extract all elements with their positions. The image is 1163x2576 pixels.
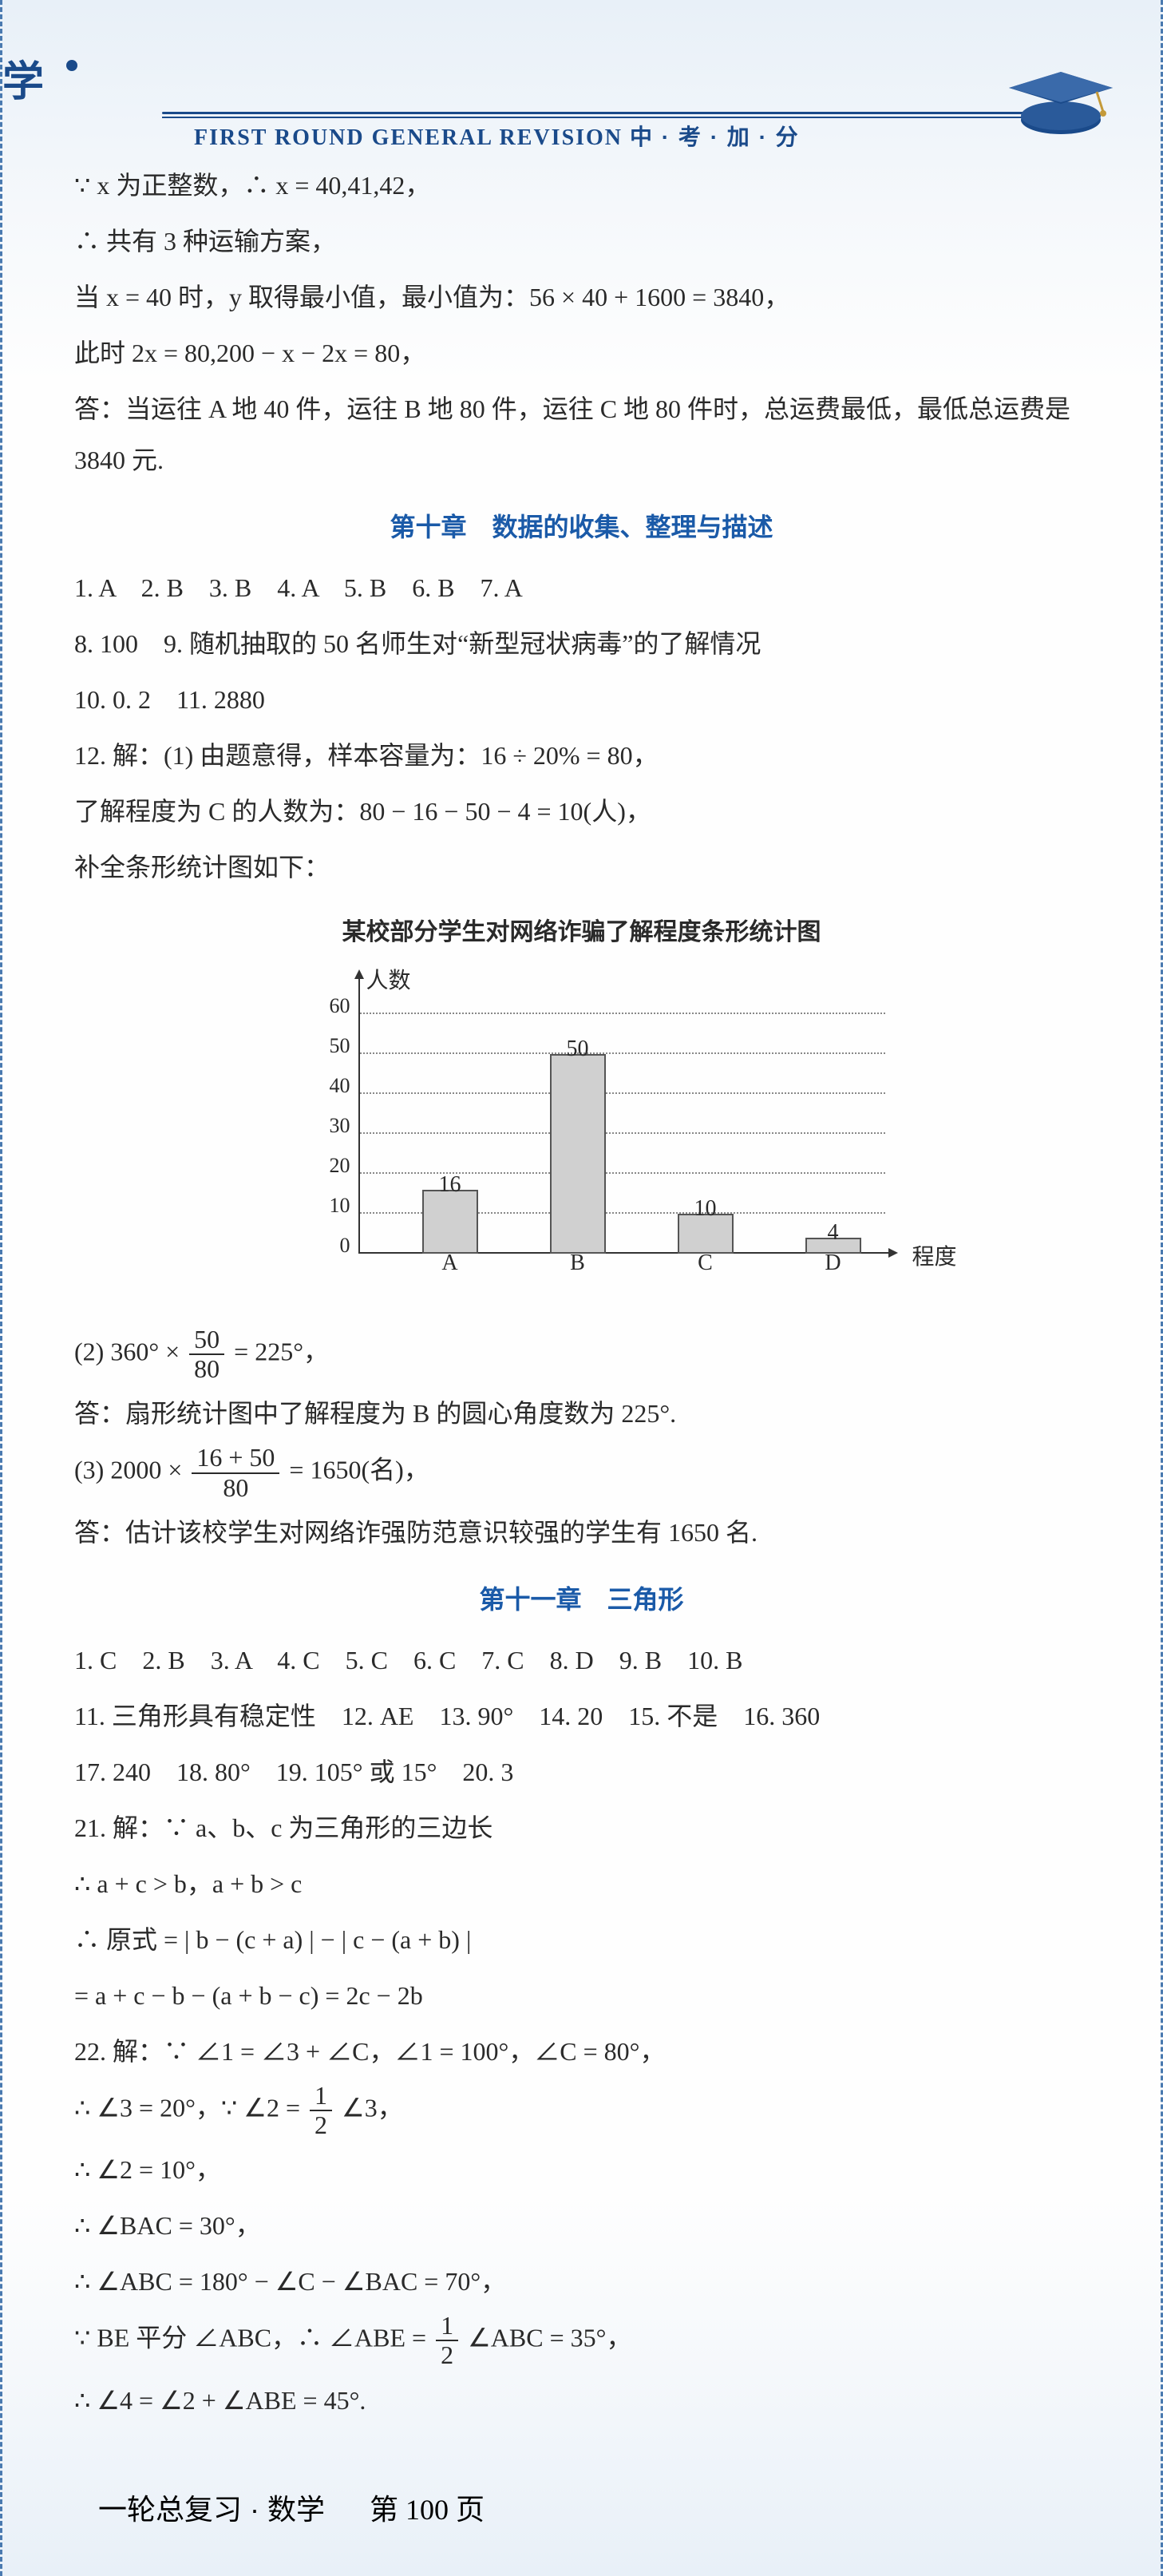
bar-chart: 某校部分学生对网络诈骗了解程度条形统计图 人数 程度 0102030405060… bbox=[255, 909, 909, 1302]
x-axis-label: 程度 bbox=[912, 1234, 956, 1279]
y-tick: 30 bbox=[318, 1105, 350, 1147]
bar-value-label: 10 bbox=[679, 1187, 732, 1231]
chart-plot-area: 人数 程度 010203040506016A50B10C4D bbox=[334, 966, 909, 1302]
ch10-q12: 补全条形统计图如下： bbox=[74, 842, 1089, 893]
ch11-q21: = a + c − b − (a + b − c) = 2c − 2b bbox=[74, 1970, 1089, 2021]
header-dot-icon bbox=[66, 60, 77, 71]
y-tick: 10 bbox=[318, 1185, 350, 1227]
bar-value-label: 50 bbox=[552, 1027, 604, 1072]
denominator: 80 bbox=[192, 1474, 279, 1502]
bar: 50B bbox=[550, 1054, 606, 1254]
ch10-part2: (2) 360° × 50 80 = 225°， bbox=[74, 1326, 1089, 1383]
y-tick: 40 bbox=[318, 1065, 350, 1107]
ch10-answers: 1. A 2. B 3. B 4. A 5. B 6. B 7. A bbox=[74, 562, 1089, 613]
text: (3) 2000 × bbox=[74, 1456, 188, 1484]
page-footer: 一轮总复习 · 数学 第 100 页 bbox=[2, 2463, 1161, 2576]
bar-category-label: B bbox=[552, 1241, 604, 1286]
ch11-q22: 22. 解：∵ ∠1 = ∠3 + ∠C，∠1 = 100°，∠C = 80°， bbox=[74, 2026, 1089, 2077]
bar-category-label: C bbox=[679, 1241, 732, 1286]
text: ∵ BE 平分 ∠ABC，∴ ∠ABE = bbox=[74, 2324, 433, 2352]
y-tick: 0 bbox=[318, 1225, 350, 1266]
bar: 16A bbox=[422, 1190, 478, 1254]
intro-line: 答：当运往 A 地 40 件，运往 B 地 80 件，运往 C 地 80 件时，… bbox=[74, 383, 1089, 485]
header-rule bbox=[162, 112, 1065, 114]
numerator: 1 bbox=[310, 2082, 332, 2111]
header-english: FIRST ROUND GENERAL REVISION bbox=[194, 125, 623, 150]
ch11-answers: 11. 三角形具有稳定性 12. AE 13. 90° 14. 20 15. 不… bbox=[74, 1690, 1089, 1742]
ch11-q21: 21. 解：∵ a、b、c 为三角形的三边长 bbox=[74, 1802, 1089, 1853]
ch11-q22: ∴ ∠ABC = 180° − ∠C − ∠BAC = 70°， bbox=[74, 2256, 1089, 2307]
ch11-q22: ∵ BE 平分 ∠ABC，∴ ∠ABE = 1 2 ∠ABC = 35°， bbox=[74, 2312, 1089, 2369]
intro-line: 此时 2x = 80,200 − x − 2x = 80， bbox=[74, 327, 1089, 378]
ch10-part3-ans: 答：估计该校学生对网络诈强防范意识较强的学生有 1650 名. bbox=[74, 1507, 1089, 1558]
subject-badge: 学 bbox=[2, 48, 44, 108]
ch11-q22: ∴ ∠BAC = 30°， bbox=[74, 2200, 1089, 2251]
fraction: 50 80 bbox=[189, 1326, 224, 1383]
intro-line: ∵ x 为正整数，∴ x = 40,41,42， bbox=[74, 160, 1089, 211]
y-tick: 20 bbox=[318, 1145, 350, 1187]
y-tick: 60 bbox=[318, 985, 350, 1027]
page-header: 学 FIRST ROUND GENERAL REVISION 中 · 考 · 加… bbox=[2, 0, 1161, 144]
bar: 4D bbox=[805, 1238, 861, 1254]
fraction: 1 2 bbox=[436, 2312, 458, 2369]
chapter-10-title: 第十章 数据的收集、整理与描述 bbox=[74, 501, 1089, 553]
footer-series: 一轮总复习 · 数学 bbox=[98, 2493, 325, 2526]
numerator: 16 + 50 bbox=[192, 1444, 279, 1473]
ch11-q22: ∴ ∠2 = 10°， bbox=[74, 2144, 1089, 2195]
header-title: FIRST ROUND GENERAL REVISION 中 · 考 · 加 ·… bbox=[194, 120, 800, 152]
ch10-answers: 8. 100 9. 随机抽取的 50 名师生对“新型冠状病毒”的了解情况 bbox=[74, 618, 1089, 669]
text: ∴ ∠3 = 20°，∵ ∠2 = bbox=[74, 2093, 307, 2122]
text: ∠3， bbox=[342, 2093, 403, 2122]
fraction: 1 2 bbox=[310, 2082, 332, 2139]
numerator: 50 bbox=[189, 1326, 224, 1355]
ch11-q21: ∴ 原式 = | b − (c + a) | − | c − (a + b) | bbox=[74, 1914, 1089, 1965]
ch10-q12: 12. 解：(1) 由题意得，样本容量为：16 ÷ 20% = 80， bbox=[74, 730, 1089, 781]
bar: 10C bbox=[678, 1214, 734, 1254]
bar-value-label: 16 bbox=[424, 1163, 477, 1207]
text: = 1650(名)， bbox=[289, 1456, 429, 1484]
chapter-11-title: 第十一章 三角形 bbox=[74, 1574, 1089, 1625]
content-body: ∵ x 为正整数，∴ x = 40,41,42， ∴ 共有 3 种运输方案， 当… bbox=[2, 144, 1161, 2463]
grid-line bbox=[360, 1052, 885, 1054]
denominator: 2 bbox=[436, 2341, 458, 2369]
ch11-q21: ∴ a + c > b，a + b > c bbox=[74, 1858, 1089, 1909]
text: (2) 360° × bbox=[74, 1338, 186, 1366]
ch11-q22: ∴ ∠3 = 20°，∵ ∠2 = 1 2 ∠3， bbox=[74, 2082, 1089, 2139]
graduation-cap-icon bbox=[985, 48, 1113, 144]
intro-line: 当 x = 40 时，y 取得最小值，最小值为：56 × 40 + 1600 =… bbox=[74, 271, 1089, 323]
ch11-answers: 17. 240 18. 80° 19. 105° 或 15° 20. 3 bbox=[74, 1746, 1089, 1797]
denominator: 2 bbox=[310, 2111, 332, 2139]
ch10-part3: (3) 2000 × 16 + 50 80 = 1650(名)， bbox=[74, 1444, 1089, 1501]
y-tick: 50 bbox=[318, 1025, 350, 1067]
grid-line bbox=[360, 1132, 885, 1134]
chart-title: 某校部分学生对网络诈骗了解程度条形统计图 bbox=[255, 909, 909, 957]
footer-page: 第 100 页 bbox=[370, 2494, 485, 2526]
text: ∠ABC = 35°， bbox=[468, 2324, 631, 2352]
fraction: 16 + 50 80 bbox=[192, 1444, 279, 1501]
text: = 225°， bbox=[234, 1338, 329, 1366]
y-axis-label: 人数 bbox=[366, 958, 411, 1003]
bar-category-label: D bbox=[807, 1241, 860, 1286]
ch11-q22: ∴ ∠4 = ∠2 + ∠ABE = 45°. bbox=[74, 2375, 1089, 2426]
ch10-answers: 10. 0. 2 11. 2880 bbox=[74, 674, 1089, 725]
header-chinese: 中 · 考 · 加 · 分 bbox=[630, 125, 800, 149]
denominator: 80 bbox=[189, 1355, 224, 1383]
bar-category-label: A bbox=[424, 1241, 477, 1286]
grid-line bbox=[360, 1013, 885, 1014]
numerator: 1 bbox=[436, 2312, 458, 2341]
ch10-part2-ans: 答：扇形统计图中了解程度为 B 的圆心角度数为 225°. bbox=[74, 1388, 1089, 1439]
grid-line bbox=[360, 1092, 885, 1094]
ch11-answers: 1. C 2. B 3. A 4. C 5. C 6. C 7. C 8. D … bbox=[74, 1635, 1089, 1686]
intro-line: ∴ 共有 3 种运输方案， bbox=[74, 216, 1089, 267]
ch10-q12: 了解程度为 C 的人数为：80 − 16 − 50 − 4 = 10(人)， bbox=[74, 786, 1089, 837]
